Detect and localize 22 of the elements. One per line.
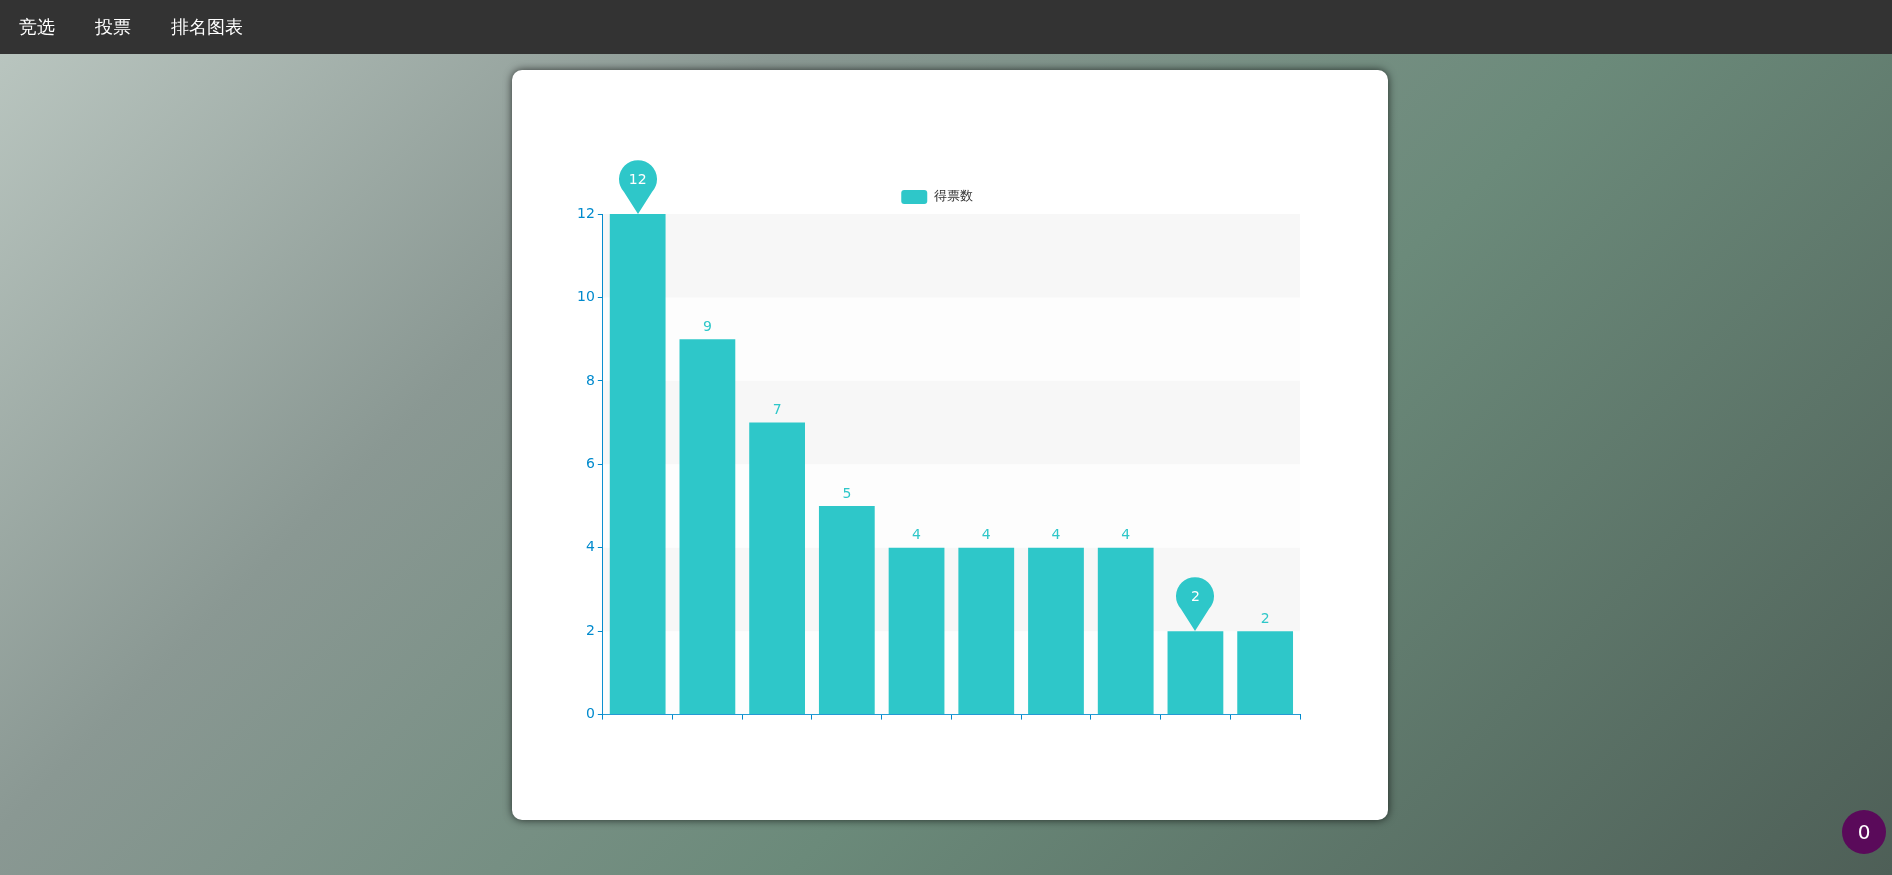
- data-label: 5: [842, 484, 852, 501]
- data-label: 7: [772, 401, 782, 418]
- data-label: 2: [1260, 609, 1270, 626]
- y-tick-label: 6: [585, 454, 595, 471]
- y-tick-label: 12: [576, 204, 595, 221]
- data-label: 4: [1121, 526, 1131, 543]
- y-tick-label: 0: [585, 705, 595, 722]
- y-tick-label: 4: [585, 538, 595, 555]
- data-label: 9: [702, 317, 712, 334]
- y-tick-label: 2: [585, 621, 595, 638]
- data-label: 2: [1189, 587, 1201, 606]
- data-label: 4: [912, 526, 922, 543]
- data-label: 12: [627, 170, 648, 188]
- data-label: 4: [981, 526, 991, 543]
- y-tick-label: 10: [576, 288, 595, 305]
- text: 投票: [95, 15, 131, 39]
- y-tick-label: 8: [585, 371, 595, 388]
- text: 0: [1842, 810, 1886, 854]
- legend-label: 得票数: [933, 188, 973, 204]
- text: 排名图表: [171, 15, 243, 39]
- data-label: 4: [1051, 526, 1061, 543]
- text: 竞选: [19, 15, 55, 39]
